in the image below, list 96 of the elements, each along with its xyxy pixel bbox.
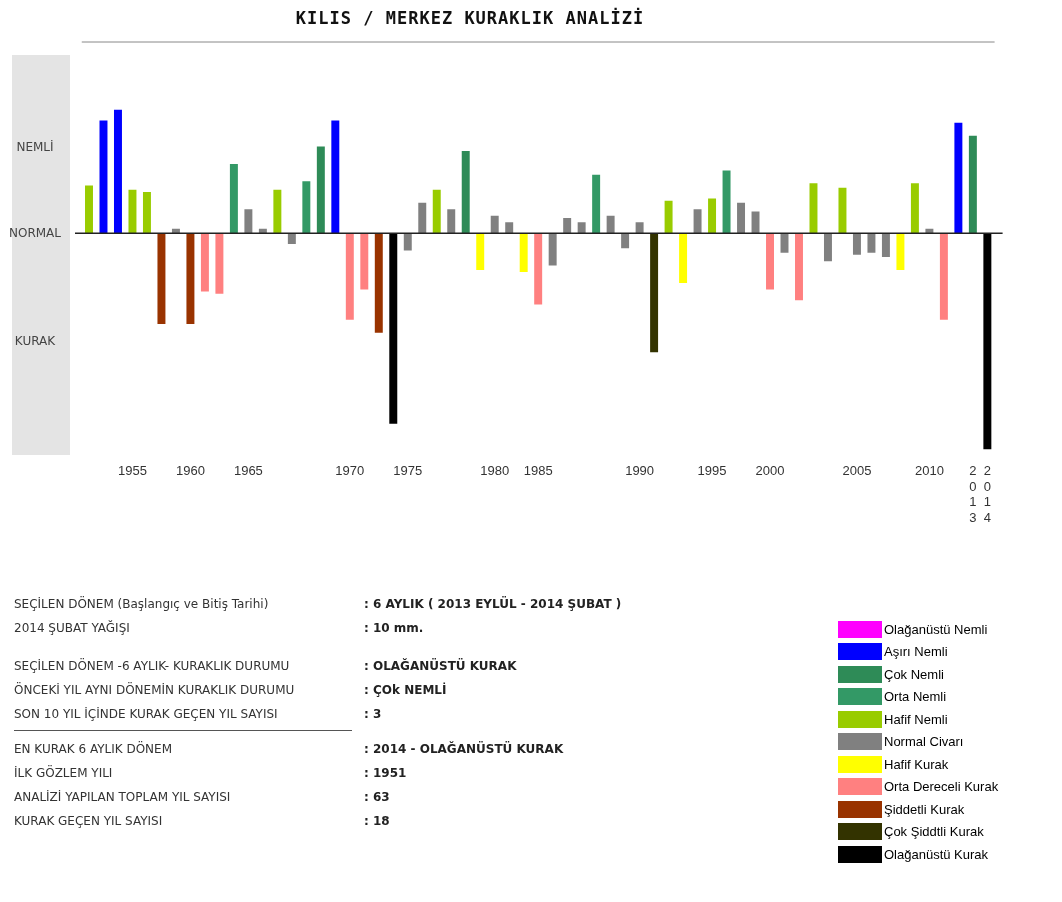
legend-label: Normal Civarı	[884, 734, 964, 750]
x-tick-label: 1955	[118, 462, 147, 478]
x-tick-label: 2005	[842, 462, 872, 478]
text: NEMLİ	[15, 139, 55, 154]
bar	[186, 233, 195, 325]
x-tick-label: 1965	[233, 462, 263, 478]
bar	[983, 233, 992, 450]
x-tick-label: 2000	[755, 462, 785, 478]
bar	[418, 202, 427, 234]
bar	[316, 146, 325, 234]
bar	[360, 233, 369, 290]
bar	[128, 189, 137, 234]
x-tick-label: 1990	[625, 462, 655, 478]
bar	[229, 163, 238, 234]
bar	[331, 120, 340, 234]
bar	[519, 233, 528, 273]
x-tick-label: 1980	[480, 462, 510, 478]
bar	[852, 233, 861, 255]
legend-label: Şiddetli Kurak	[884, 801, 965, 817]
x-tick-label: 1975	[393, 462, 423, 478]
x-tick-label: 2014	[983, 462, 991, 525]
legend-label: Orta Nemli	[884, 689, 947, 705]
bar	[939, 233, 948, 320]
bar	[910, 183, 919, 234]
legend-label: Olağanüstü Kurak	[884, 846, 989, 862]
legend-label: Çok Nemli	[884, 666, 944, 682]
bar	[403, 233, 412, 251]
bar	[563, 218, 572, 234]
bar	[157, 233, 166, 325]
bar	[490, 215, 499, 234]
bar	[374, 233, 383, 333]
bar	[447, 209, 456, 234]
bar	[795, 233, 803, 301]
text: EN KURAK 6 AYLIK DÖNEM : 2014 - OLAĞANÜSTÜ KURAK	[14, 742, 564, 756]
text: SON 10 YIL İÇİNDE KURAK GEÇEN YIL SAYISI : 3	[14, 707, 382, 721]
text: İLK GÖZLEM YILI : 1951	[14, 766, 407, 780]
bar	[273, 189, 282, 234]
bar	[954, 122, 963, 234]
text: KURAK	[13, 334, 57, 349]
legend-label: Olağanüstü Nemli	[884, 621, 988, 637]
bar	[635, 222, 644, 234]
bar	[577, 222, 586, 234]
x-tick-label: 1995	[697, 462, 727, 478]
bar	[867, 233, 876, 253]
bar	[345, 233, 354, 320]
bar	[548, 233, 557, 266]
legend-label: Hafif Kurak	[884, 756, 949, 772]
text: NORMAL	[8, 226, 62, 241]
text: SEÇİLEN DÖNEM -6 AYLIK- KURAKLIK DURUMU : OLAĞANÜSTÜ KURAK	[14, 659, 517, 673]
x-tick-label: 1970	[335, 462, 365, 478]
bar	[432, 189, 441, 234]
bar	[693, 209, 702, 234]
bar	[592, 174, 601, 234]
x-tick-label: 1985	[523, 462, 553, 478]
bar	[244, 209, 253, 234]
bar	[809, 183, 818, 234]
bar	[534, 233, 543, 305]
bar	[896, 233, 905, 270]
text: 2014 ŞUBAT YAĞIŞI : 10 mm.	[14, 621, 424, 635]
bar	[389, 233, 398, 424]
bar	[823, 233, 832, 262]
bar	[737, 202, 746, 234]
bar	[838, 187, 847, 234]
bar	[881, 233, 890, 257]
x-tick-label: 1960	[175, 462, 205, 478]
text: ANALİZİ YAPILAN TOPLAM YIL SAYISI : 63	[14, 790, 390, 804]
bar	[200, 233, 209, 292]
bar	[85, 185, 93, 234]
bar	[722, 170, 731, 234]
bar	[968, 135, 977, 234]
legend-label: Çok Şiddtli Kurak	[884, 824, 984, 840]
chart-title: KILIS / MERKEZ KURAKLIK ANALİZİ	[294, 8, 646, 28]
bar	[113, 109, 122, 234]
bar	[215, 233, 224, 294]
bar	[766, 233, 774, 290]
text: SEÇİLEN DÖNEM (Başlangıç ve Bitiş Tarihi) : 6 AYLIK ( 2013 EYLÜL - 2014 ŞUBAT )	[14, 597, 622, 611]
bar	[142, 192, 151, 234]
legend-label: Aşırı Nemli	[884, 644, 948, 660]
bar	[650, 233, 659, 353]
bar	[287, 233, 296, 244]
bar	[679, 233, 688, 283]
bar	[621, 233, 630, 249]
bar	[664, 200, 673, 234]
legend-label: Orta Dereceli Kurak	[884, 779, 999, 795]
x-tick-label: 2010	[914, 462, 944, 478]
bar	[708, 198, 717, 234]
bar	[751, 211, 760, 234]
legend-label: Hafif Nemli	[884, 711, 948, 727]
bar	[476, 233, 485, 270]
bar	[606, 215, 615, 234]
bar	[461, 150, 470, 234]
bar	[302, 181, 311, 234]
text: KURAK GEÇEN YIL SAYISI : 18	[14, 814, 390, 828]
x-tick-label: 2013	[969, 462, 977, 525]
bar	[505, 222, 514, 234]
text: ÖNCEKİ YIL AYNI DÖNEMİN KURAKLIK DURUMU : ÇOk NEMLİ	[14, 683, 447, 697]
